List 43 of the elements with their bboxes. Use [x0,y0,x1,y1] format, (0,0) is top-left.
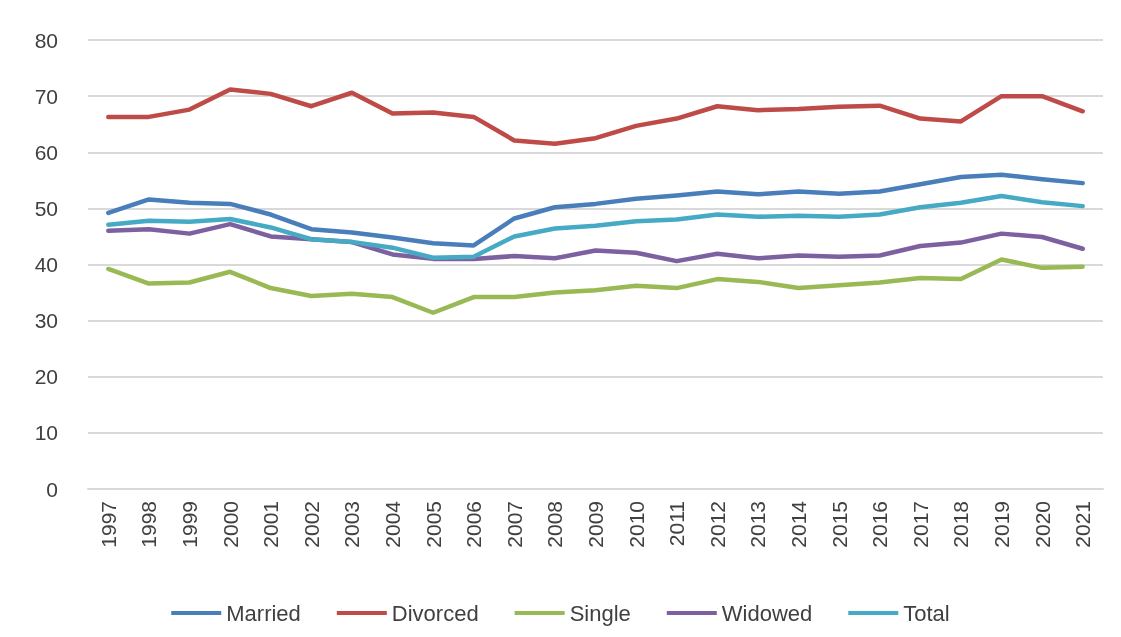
y-tick-label: 40 [34,253,58,276]
x-tick-label: 2021 [1071,501,1095,548]
x-tick-label: 2008 [543,501,567,548]
y-tick-label: 80 [34,28,58,52]
y-tick-label: 10 [34,421,58,445]
legend-label: Divorced [391,600,479,626]
y-tick-label: 30 [34,309,58,333]
line-series [106,172,1085,248]
x-tick-label: 2019 [990,501,1013,548]
x-tick-label: 2015 [827,501,851,548]
x-tick-label: 2005 [421,501,445,548]
y-tick-label: 20 [34,365,58,389]
x-tick-label: 2007 [502,501,526,548]
x-tick-label: 2013 [746,501,770,548]
legend-label: Married [226,600,301,626]
x-tick-label: 2001 [259,501,283,548]
x-tick-label: 2016 [868,501,892,548]
x-tick-label: 1998 [137,501,161,548]
x-tick-label: 1997 [96,501,120,548]
x-tick-label: 2011 [665,501,689,547]
y-tick-label: 0 [46,477,58,501]
y-tick-label: 60 [34,140,58,164]
legend-label: Total [903,600,950,626]
x-tick-label: 2004 [381,500,404,548]
y-tick-label: 70 [34,84,58,108]
x-tick-label: 2017 [908,501,932,548]
x-tick-label: 2020 [1030,501,1054,548]
x-tick-label: 2014 [787,500,810,548]
legend-label: Widowed [721,600,813,626]
line-series [106,87,1085,147]
x-tick-label: 2010 [624,501,648,548]
y-tick-label: 50 [34,196,58,220]
x-tick-label: 2000 [218,501,242,548]
x-tick-label: 2006 [462,501,486,548]
x-tick-label: 2003 [340,501,364,548]
line-series [106,193,1085,261]
legend-label: Single [569,600,631,626]
x-tick-label: 2002 [299,501,323,548]
x-tick-label: 2018 [949,501,973,548]
x-tick-label: 2012 [705,501,729,548]
x-tick-label: 1999 [178,501,201,548]
line-series [106,257,1085,316]
x-tick-label: 2009 [584,501,607,548]
